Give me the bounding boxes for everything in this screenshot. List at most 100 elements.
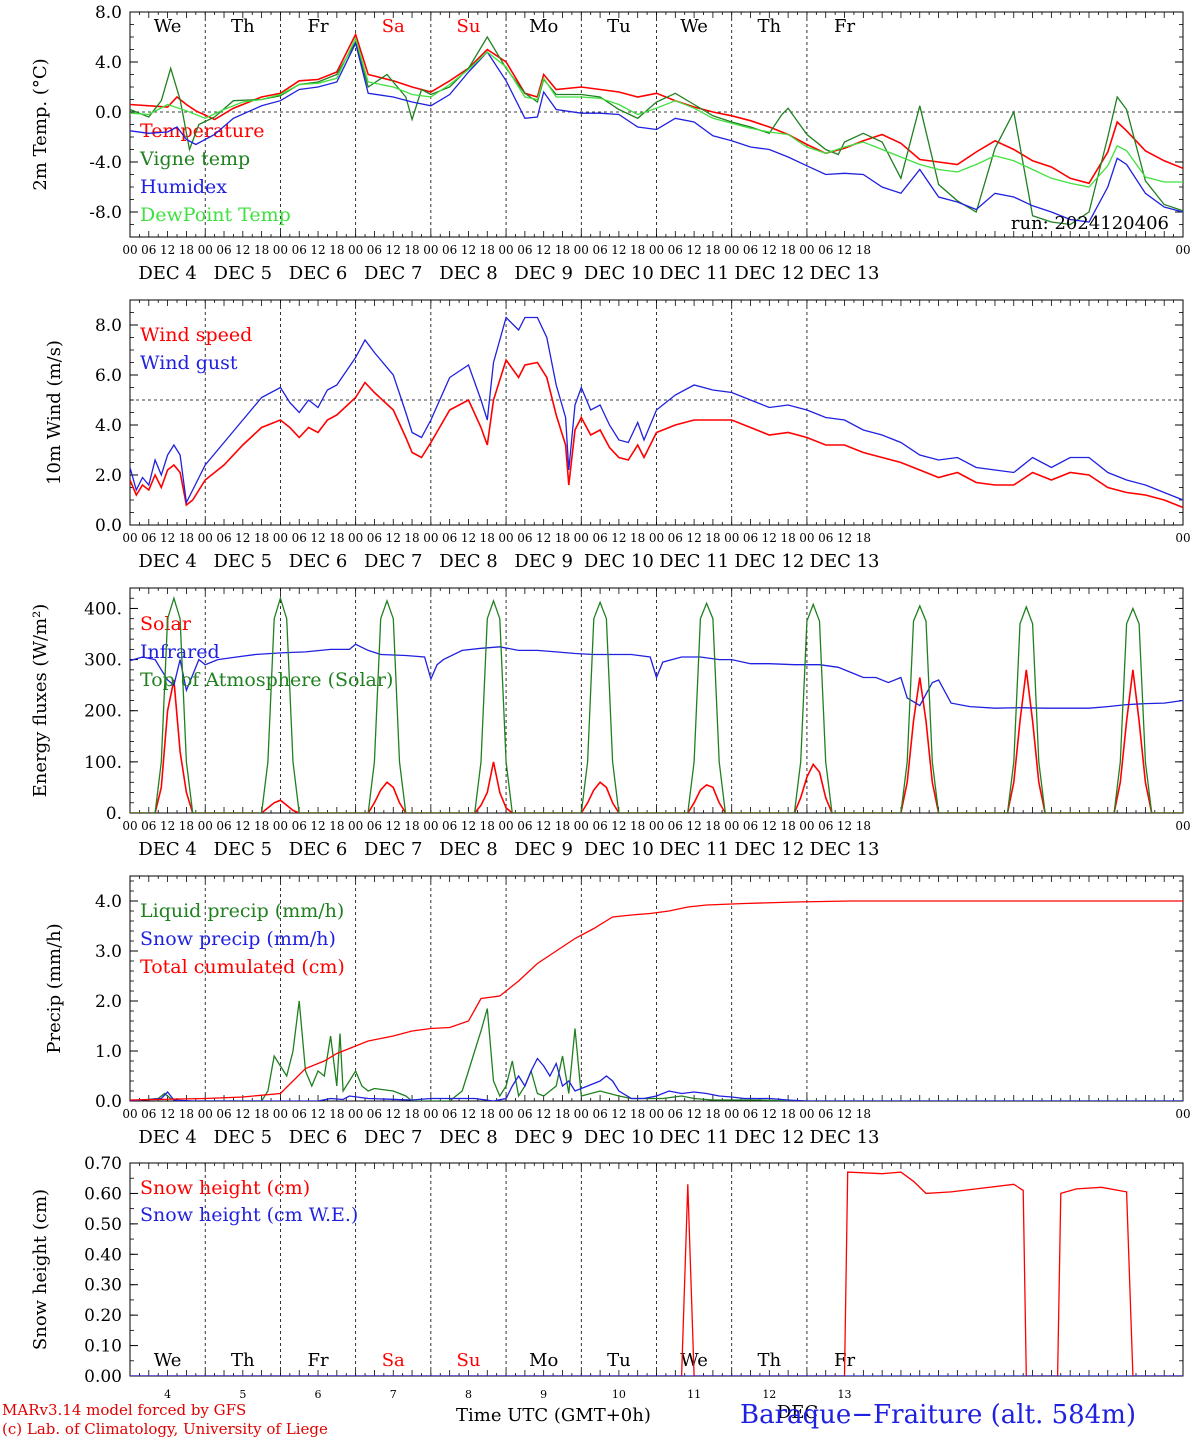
y-tick-label: 3.0 — [95, 942, 122, 962]
legend-entry: Vigne temp — [139, 148, 250, 170]
day-label: We — [680, 16, 708, 37]
hour-tick-label: 12 — [235, 819, 250, 833]
y-tick-label: 2.0 — [95, 466, 122, 486]
date-label: DEC 8 — [439, 1127, 498, 1148]
hour-tick-label: 06 — [442, 243, 457, 257]
y-tick-label: 0.00 — [84, 1367, 122, 1387]
series-line — [130, 1057, 1183, 1101]
hour-tick-label: 06 — [216, 1107, 231, 1121]
hour-tick-label: 06 — [141, 531, 156, 545]
hour-tick-label: 06 — [442, 819, 457, 833]
hour-tick-label: 06 — [141, 1107, 156, 1121]
hour-tick-label: 06 — [668, 1107, 683, 1121]
hour-tick-label: 00 — [574, 1107, 589, 1121]
hour-tick-label: 12 — [386, 1107, 401, 1121]
hour-tick-label: 06 — [442, 531, 457, 545]
hour-tick-label: 00 — [799, 243, 814, 257]
hour-tick-label: 00 — [348, 819, 363, 833]
hour-tick-label: 06 — [141, 819, 156, 833]
hour-tick-label: 06 — [517, 531, 532, 545]
legend-entry: Wind gust — [140, 352, 238, 374]
hour-tick-label: 00 — [649, 243, 664, 257]
day-label: Su — [456, 1350, 480, 1371]
hour-tick-label: 06 — [743, 243, 758, 257]
day-label: Fr — [307, 16, 328, 37]
y-tick-label: 4.0 — [95, 416, 122, 436]
date-label: DEC 7 — [364, 1127, 423, 1148]
date-label: DEC 7 — [364, 551, 423, 572]
hour-tick-label: 12 — [386, 531, 401, 545]
hour-tick-label: 18 — [329, 1107, 344, 1121]
legend-entry: Infrared — [140, 641, 220, 663]
date-label: DEC 12 — [734, 551, 804, 572]
date-label: DEC 5 — [214, 1127, 273, 1148]
hour-tick-label: 00 — [423, 243, 438, 257]
hour-tick-label: 00 — [273, 1107, 288, 1121]
hour-tick-label: 12 — [611, 1107, 626, 1121]
day-label: Mo — [529, 1350, 558, 1371]
date-suffix-label: DEC — [777, 1402, 818, 1423]
hour-tick-label: 00 — [1175, 1107, 1190, 1121]
hour-tick-label: 18 — [780, 819, 795, 833]
y-axis-label: 2m Temp. (°C) — [30, 58, 51, 190]
date-label: DEC 4 — [138, 263, 197, 284]
hour-tick-label: 12 — [235, 243, 250, 257]
hour-tick-label: 12 — [611, 531, 626, 545]
day-label: Th — [231, 16, 255, 37]
series-line — [130, 41, 1183, 223]
hour-tick-label: 18 — [179, 819, 194, 833]
day-label: Fr — [307, 1350, 328, 1371]
y-tick-label: -8.0 — [89, 203, 122, 223]
series-line — [130, 32, 1183, 185]
date-label: DEC 9 — [514, 1127, 573, 1148]
hour-tick-label: 00 — [724, 1107, 739, 1121]
day-label: Tu — [607, 16, 631, 37]
hour-tick-label: 12 — [536, 531, 551, 545]
run-annotation: run: 2024120406 — [1011, 213, 1169, 234]
day-label: Tu — [607, 1350, 631, 1371]
hour-tick-label: 18 — [404, 243, 419, 257]
hour-tick-label: 06 — [743, 531, 758, 545]
hour-tick-label: 18 — [329, 819, 344, 833]
y-tick-label: 0.0 — [95, 1092, 122, 1112]
y-tick-label: 0.30 — [84, 1276, 122, 1296]
hour-tick-label: 00 — [198, 531, 213, 545]
hour-tick-label: 00 — [1175, 531, 1190, 545]
date-number-label: 5 — [239, 1388, 246, 1401]
date-number-label: 9 — [540, 1388, 547, 1401]
y-axis-label: Energy fluxes (W/m²) — [30, 604, 51, 798]
legend-entry: Top of Atmosphere (Solar) — [140, 669, 393, 691]
date-number-label: 12 — [762, 1388, 776, 1401]
date-label: DEC 6 — [289, 263, 348, 284]
hour-tick-label: 18 — [630, 819, 645, 833]
legend-entry: Liquid precip (mm/h) — [140, 900, 344, 922]
hour-tick-label: 06 — [216, 243, 231, 257]
date-number-label: 7 — [390, 1388, 397, 1401]
day-label: We — [154, 1350, 182, 1371]
station-name: Baraque−Fraiture (alt. 584m) — [740, 1400, 1137, 1430]
hour-tick-label: 06 — [367, 1107, 382, 1121]
y-tick-label: 400. — [84, 599, 122, 619]
hour-tick-label: 00 — [198, 819, 213, 833]
y-tick-label: -4.0 — [89, 153, 122, 173]
hour-tick-label: 00 — [574, 243, 589, 257]
hour-tick-label: 12 — [686, 243, 701, 257]
hour-tick-label: 00 — [498, 243, 513, 257]
hour-tick-label: 18 — [480, 531, 495, 545]
hour-tick-label: 00 — [423, 531, 438, 545]
hour-tick-label: 06 — [367, 531, 382, 545]
hour-tick-label: 06 — [818, 243, 833, 257]
panel-5: 0.70 0.60 0.50 0.40 0.30 0.20 0.10 0.00 Snow hei… — [30, 1154, 1184, 1423]
hour-tick-label: 18 — [705, 819, 720, 833]
hour-tick-label: 18 — [856, 819, 871, 833]
series-line — [130, 1000, 1183, 1101]
hour-tick-label: 00 — [574, 819, 589, 833]
hour-tick-label: 00 — [498, 531, 513, 545]
y-tick-label: 2.0 — [95, 992, 122, 1012]
series-line — [130, 669, 1183, 813]
date-label: DEC 11 — [659, 1127, 729, 1148]
legend-entry: Snow height (cm W.E.) — [140, 1204, 358, 1226]
